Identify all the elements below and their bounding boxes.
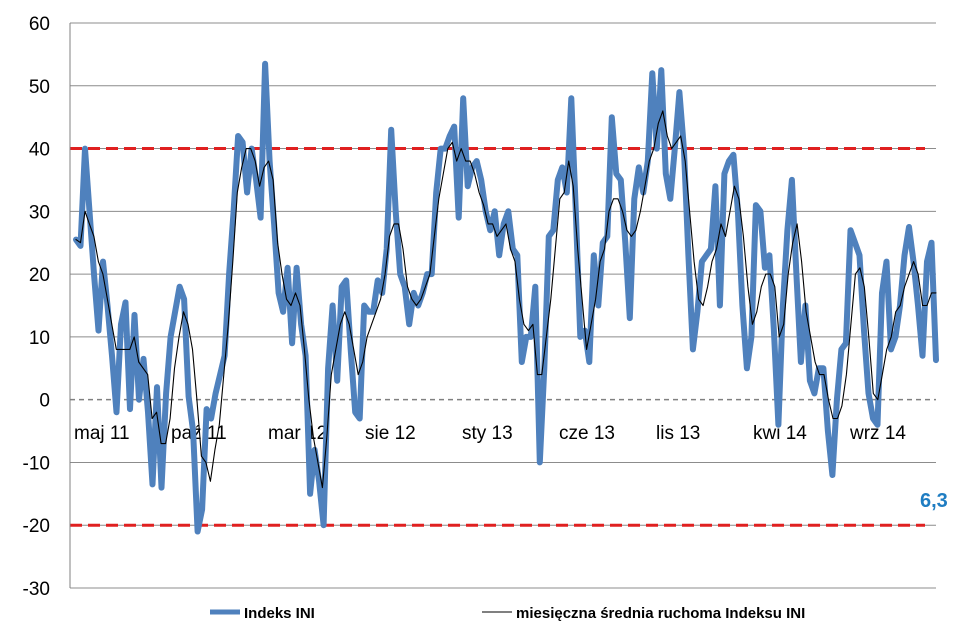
x-tick-label: sie 12 (365, 423, 416, 444)
x-axis-ticks: maj 11 paź 11 mar 12 sie 12 sty 13 cze 13 lis … (74, 423, 906, 444)
x-tick-label: lis 13 (656, 423, 700, 444)
series-lines (73, 60, 939, 535)
legend: Indeks INI miesięczna średnia ruchoma In… (210, 605, 805, 622)
last-value-label: 6,3 (920, 490, 948, 512)
x-tick-label: wrz 14 (849, 423, 906, 444)
series-indeks-ini-line (73, 60, 939, 535)
y-tick-label: 40 (29, 140, 50, 161)
legend-label-series-1: Indeks INI (244, 605, 315, 622)
x-tick-label: paź 11 (171, 423, 227, 444)
x-tick-label: cze 13 (559, 423, 615, 444)
y-tick-label: -20 (23, 516, 50, 537)
legend-label-series-2: miesięczna średnia ruchoma Indeksu INI (516, 605, 805, 622)
y-tick-label: 60 (29, 14, 50, 35)
y-tick-label: -10 (23, 453, 50, 474)
y-tick-label: -30 (23, 579, 50, 600)
series-moving-average-line (75, 110, 937, 489)
x-tick-label: sty 13 (462, 423, 513, 444)
y-tick-label: 30 (29, 202, 50, 223)
x-tick-label: kwi 14 (753, 423, 807, 444)
y-axis-ticks: -30 -20 -10 0 10 20 30 40 50 60 (23, 14, 50, 600)
y-tick-label: 20 (29, 265, 50, 286)
reference-lines (70, 147, 925, 527)
x-tick-label: mar 12 (268, 423, 327, 444)
y-tick-label: 0 (39, 391, 50, 412)
x-tick-label: maj 11 (74, 423, 130, 444)
y-tick-label: 10 (29, 328, 50, 349)
y-tick-label: 50 (29, 77, 50, 98)
